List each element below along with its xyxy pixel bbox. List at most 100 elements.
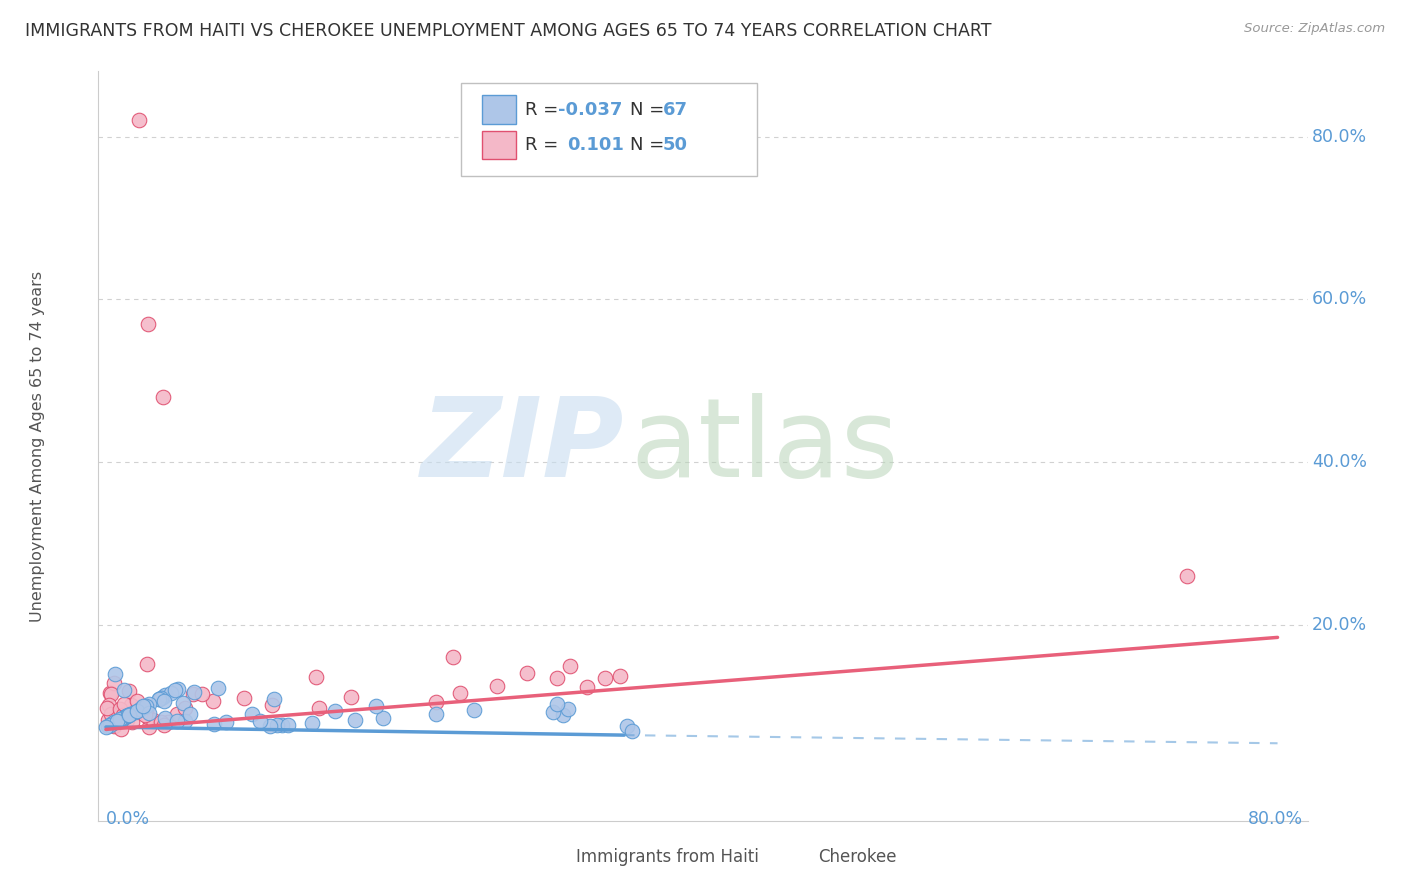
Point bbox=[100, 706, 122, 721]
Point bbox=[148, 691, 170, 706]
Point bbox=[260, 698, 283, 713]
Point bbox=[110, 722, 132, 736]
Point bbox=[166, 707, 188, 722]
Point bbox=[112, 711, 135, 725]
Point bbox=[97, 718, 120, 732]
Point bbox=[366, 698, 388, 713]
Point bbox=[128, 113, 150, 128]
Point bbox=[121, 714, 143, 729]
Point bbox=[117, 708, 139, 723]
Point bbox=[343, 713, 366, 727]
Point bbox=[233, 690, 256, 705]
Point bbox=[103, 715, 125, 730]
Point bbox=[425, 706, 447, 721]
Point bbox=[373, 710, 395, 724]
Point bbox=[449, 686, 471, 700]
Point bbox=[117, 708, 139, 723]
Text: 40.0%: 40.0% bbox=[1312, 453, 1367, 471]
Point bbox=[620, 724, 643, 739]
Point bbox=[270, 718, 292, 732]
Point bbox=[103, 676, 125, 690]
Text: -0.037: -0.037 bbox=[558, 101, 623, 119]
Point bbox=[207, 681, 229, 696]
Text: R =: R = bbox=[526, 101, 564, 119]
Point bbox=[148, 691, 170, 706]
Point bbox=[117, 683, 139, 698]
Point bbox=[179, 707, 201, 722]
Point bbox=[108, 713, 131, 727]
Point bbox=[546, 671, 568, 685]
Point bbox=[153, 718, 176, 732]
Point bbox=[135, 698, 157, 713]
Point bbox=[138, 719, 160, 733]
FancyBboxPatch shape bbox=[461, 83, 758, 177]
Text: 80.0%: 80.0% bbox=[1312, 128, 1367, 145]
Text: N =: N = bbox=[630, 136, 671, 153]
Point bbox=[202, 694, 225, 708]
Point bbox=[98, 698, 121, 713]
Text: 67: 67 bbox=[664, 101, 688, 119]
Point bbox=[105, 714, 128, 728]
Point bbox=[546, 698, 568, 712]
Point bbox=[100, 717, 122, 731]
Point bbox=[308, 701, 330, 715]
Point bbox=[156, 715, 179, 730]
Point bbox=[557, 702, 579, 716]
Point bbox=[149, 690, 172, 705]
Point bbox=[96, 720, 118, 734]
FancyBboxPatch shape bbox=[782, 847, 808, 867]
Point bbox=[263, 691, 285, 706]
Point bbox=[515, 665, 537, 680]
FancyBboxPatch shape bbox=[482, 95, 516, 124]
Text: Source: ZipAtlas.com: Source: ZipAtlas.com bbox=[1244, 22, 1385, 36]
Point bbox=[115, 708, 138, 723]
Text: N =: N = bbox=[630, 101, 671, 119]
Point bbox=[98, 686, 121, 700]
Point bbox=[183, 685, 205, 699]
Point bbox=[112, 707, 135, 722]
Point bbox=[249, 714, 271, 728]
Point bbox=[112, 711, 135, 725]
Point bbox=[103, 718, 125, 732]
Point bbox=[135, 703, 157, 717]
Point bbox=[425, 695, 447, 709]
Point bbox=[142, 713, 165, 727]
Point bbox=[108, 702, 131, 716]
FancyBboxPatch shape bbox=[482, 130, 516, 159]
Point bbox=[120, 698, 142, 712]
Point bbox=[125, 704, 148, 718]
Point bbox=[242, 706, 264, 721]
Point bbox=[115, 709, 138, 723]
Text: Unemployment Among Ages 65 to 74 years: Unemployment Among Ages 65 to 74 years bbox=[31, 270, 45, 622]
Point bbox=[575, 680, 598, 694]
Point bbox=[136, 317, 159, 331]
Text: 20.0%: 20.0% bbox=[1312, 616, 1367, 634]
Point bbox=[609, 669, 631, 683]
Point bbox=[152, 390, 174, 404]
Text: 80.0%: 80.0% bbox=[1249, 810, 1303, 828]
Point bbox=[136, 709, 159, 723]
Point bbox=[112, 697, 135, 711]
Point bbox=[174, 700, 197, 714]
Point bbox=[124, 705, 146, 719]
Text: 50: 50 bbox=[664, 136, 688, 153]
Point bbox=[136, 657, 159, 671]
Point bbox=[132, 698, 155, 713]
Point bbox=[96, 701, 118, 715]
Point bbox=[115, 709, 138, 723]
Point bbox=[166, 714, 188, 728]
Point bbox=[277, 718, 299, 732]
Point bbox=[616, 719, 638, 733]
Point bbox=[98, 718, 121, 732]
Point bbox=[259, 719, 281, 733]
Point bbox=[166, 681, 188, 696]
Text: 0.0%: 0.0% bbox=[105, 810, 150, 828]
Point bbox=[172, 696, 194, 710]
Point bbox=[593, 671, 616, 685]
Text: R =: R = bbox=[526, 136, 564, 153]
Point bbox=[138, 697, 160, 711]
Text: 60.0%: 60.0% bbox=[1312, 291, 1368, 309]
Point bbox=[134, 708, 156, 723]
Point bbox=[120, 707, 142, 722]
Point bbox=[112, 683, 135, 698]
